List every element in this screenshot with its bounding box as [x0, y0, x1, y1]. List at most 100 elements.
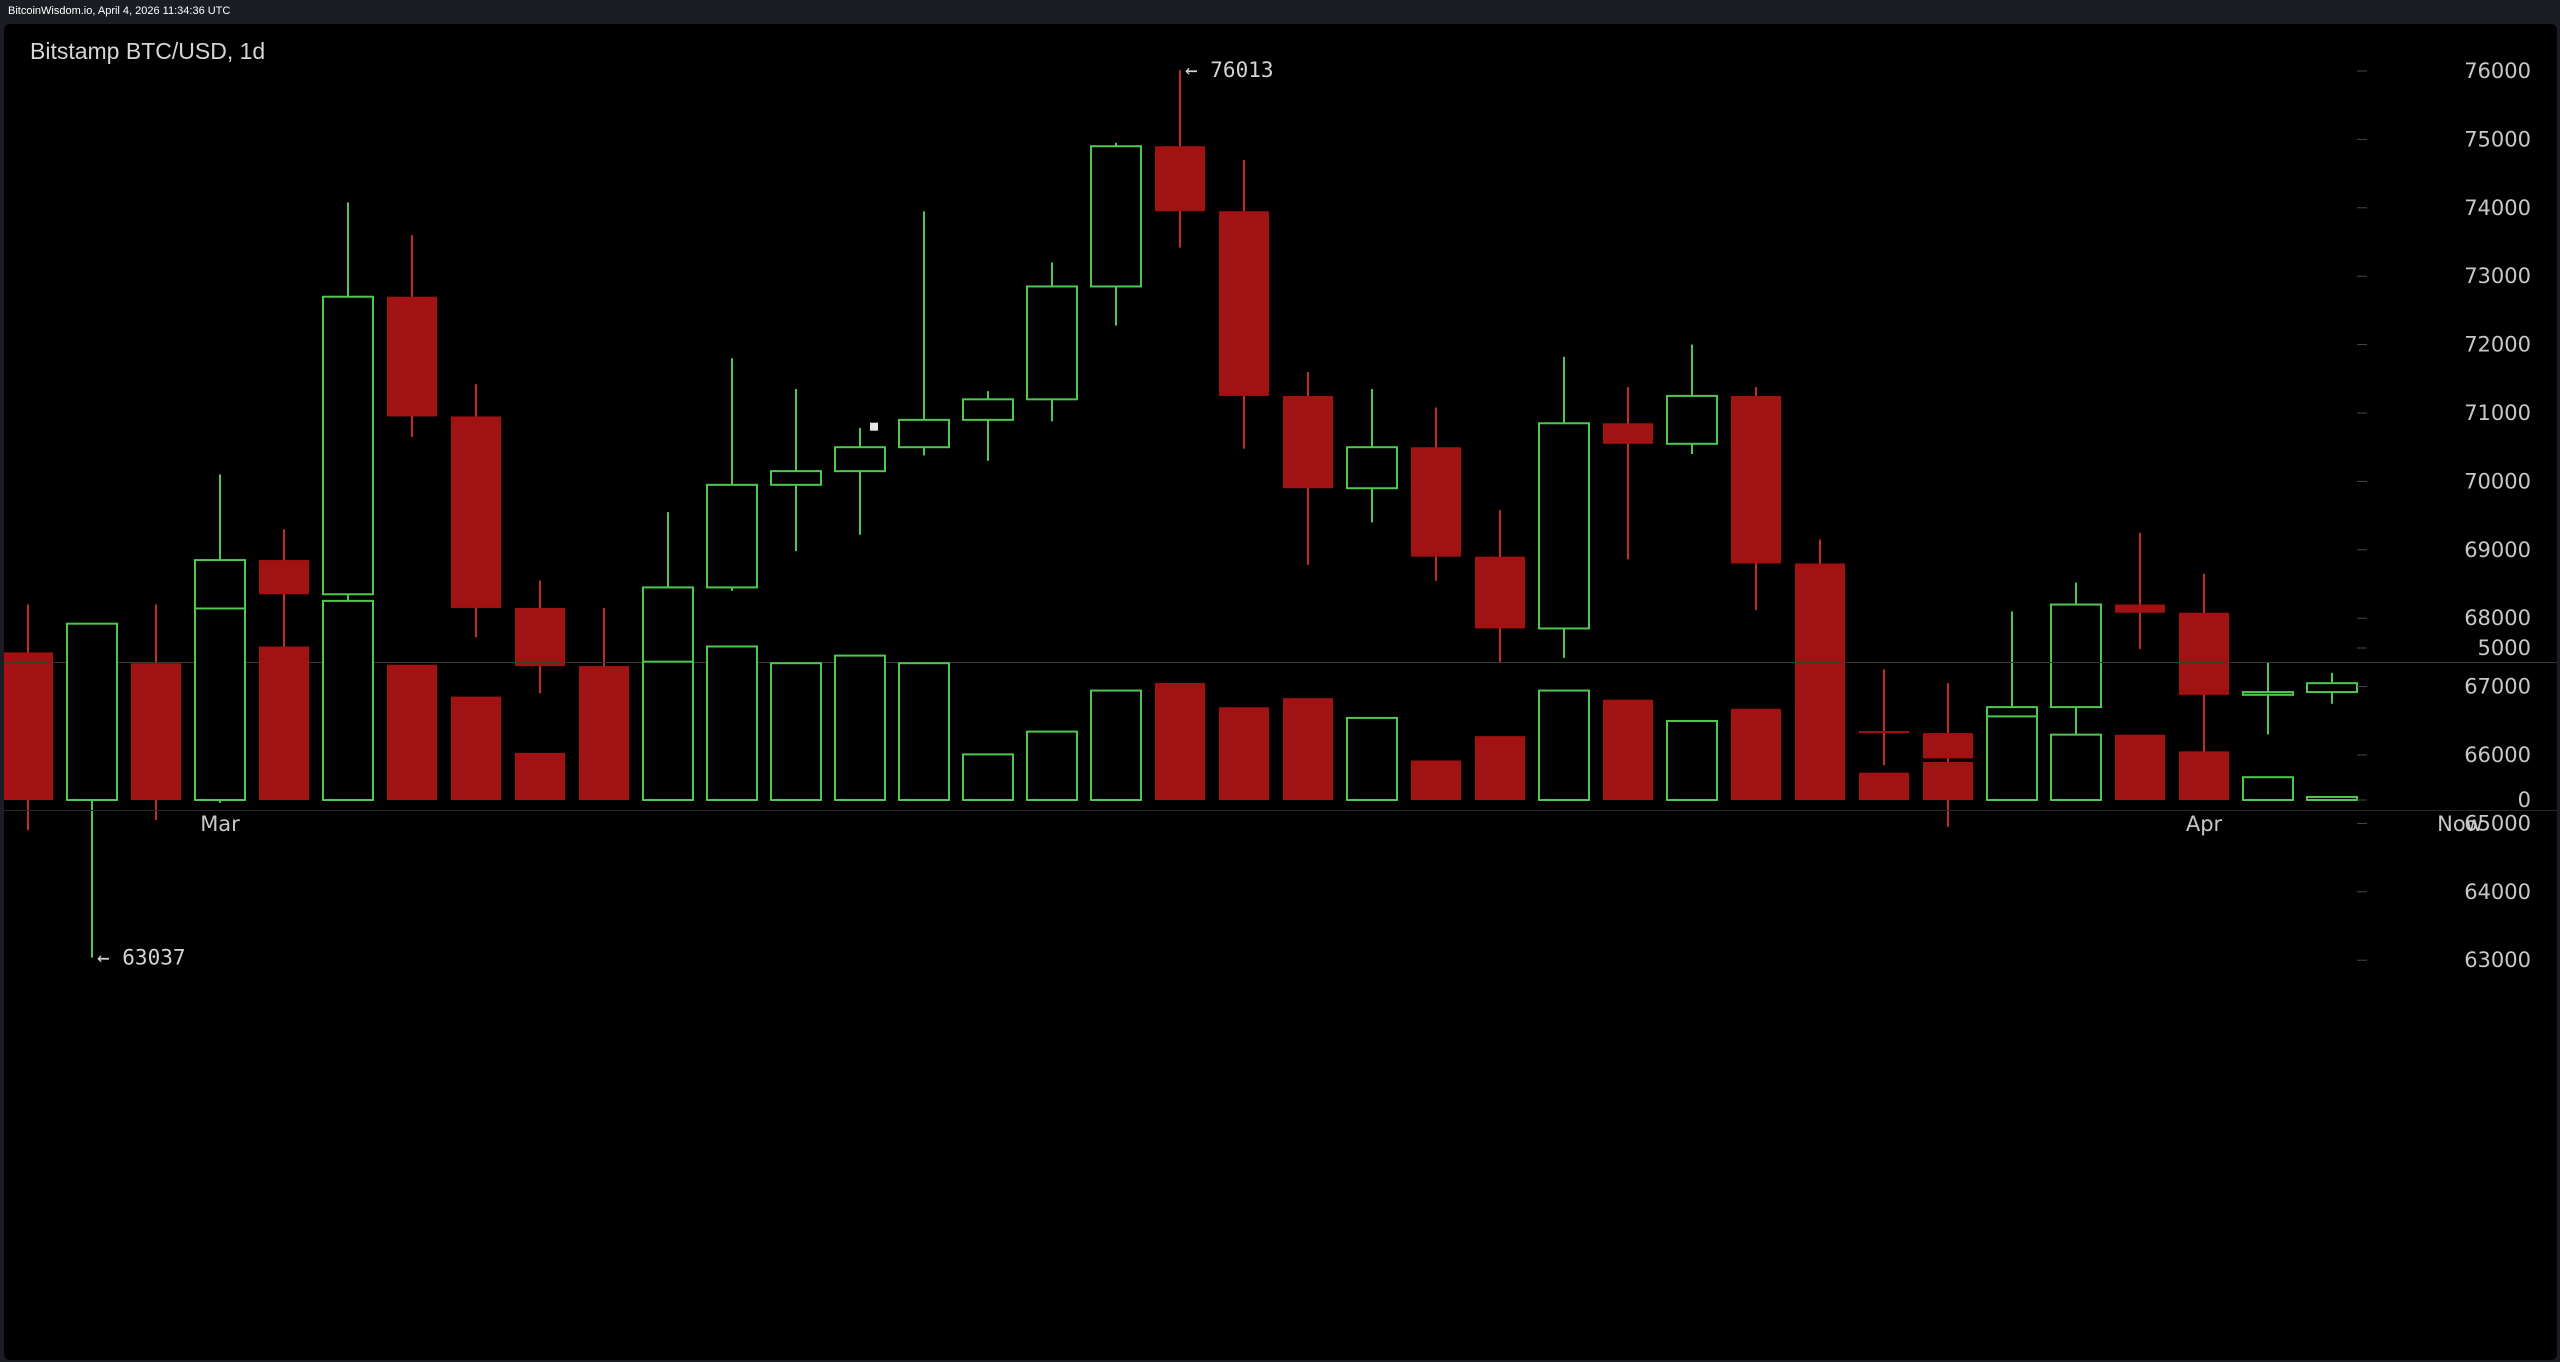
volume-bar-up [706, 645, 758, 801]
candle-body-up [1538, 422, 1590, 630]
y-tick-label: 63000 [2464, 948, 2531, 972]
y-tick-label: 75000 [2464, 127, 2531, 151]
x-tick-label: Mar [200, 812, 240, 836]
candle [1666, 344, 1718, 455]
candle [1283, 371, 1333, 565]
y-tick-label: 74000 [2464, 196, 2531, 220]
volume-bar-down [1155, 682, 1205, 800]
candle-body-down [1795, 563, 1845, 732]
extreme-annotation: ← 63037 [97, 946, 186, 970]
candle [1219, 159, 1269, 449]
x-tick-label: Now [2437, 812, 2483, 836]
pane-divider [4, 662, 2557, 811]
candle-body-up [1026, 285, 1078, 401]
y-tick-label: 69000 [2464, 538, 2531, 562]
y-tick-label: 64000 [2464, 880, 2531, 904]
volume-bar-up [898, 662, 950, 802]
candle-body-up [322, 295, 374, 596]
candle-body-down [1475, 556, 1525, 629]
candle-body-up [1090, 145, 1142, 288]
volume-bar-down [579, 716, 629, 800]
candle [2050, 582, 2102, 762]
y-tick-label: 66000 [2464, 743, 2531, 767]
candle-body-down [259, 560, 309, 595]
volume-bar-down [2115, 734, 2165, 800]
candle [1026, 262, 1078, 422]
volume-bar-up [1346, 716, 1398, 801]
volume-bar-down [1603, 699, 1653, 800]
candle-body-up [1346, 446, 1398, 490]
candle [1603, 387, 1653, 560]
volume-bar-down [387, 664, 437, 800]
chart-title: Bitstamp BTC/USD, 1d [30, 38, 266, 64]
volume-bar-down [4, 679, 53, 800]
x-tick-label: Apr [2186, 812, 2223, 836]
axes: 63000 64000 65000 66000 67000 68000 69000 70000… [200, 59, 2531, 972]
candle [387, 235, 437, 437]
volume-bar-up [770, 662, 822, 802]
candle-body-down [2115, 604, 2165, 613]
volume-area [4, 599, 2358, 802]
volume-bar-down [1219, 707, 1269, 800]
cursor-marker [870, 422, 878, 431]
y-tick-label: 67000 [2464, 675, 2531, 699]
volume-bar-up [1986, 715, 2038, 802]
candle-body-down [1155, 146, 1205, 212]
volume-bar-down [259, 646, 309, 800]
volume-tick-label: 0 [2518, 788, 2531, 812]
volume-bar-down [131, 663, 181, 800]
y-tick-label: 73000 [2464, 264, 2531, 288]
candlestick-chart[interactable]: 63000 64000 65000 66000 67000 68000 69000 70000… [4, 24, 2557, 1360]
y-tick-label: 68000 [2464, 606, 2531, 630]
candle [1859, 669, 1909, 766]
volume-bar-up [1026, 730, 1078, 801]
candle [451, 384, 501, 638]
volume-bar-down [515, 752, 565, 800]
candle [2115, 532, 2165, 649]
volume-bar-up [194, 607, 246, 801]
candle-body-down [1731, 395, 1781, 564]
volume-bar-up [2050, 733, 2102, 802]
volume-bar-up [1666, 719, 1718, 802]
candle [834, 428, 886, 535]
candle-body-down [1859, 731, 1909, 734]
volume-bar-up [2242, 776, 2294, 802]
chart-panel: 63000 64000 65000 66000 67000 68000 69000 70000… [4, 24, 2557, 1360]
candle [1923, 683, 1973, 827]
candle-body-down [1283, 395, 1333, 489]
volume-bar-down [1795, 708, 1845, 800]
volume-tick-label: 5000 [2478, 636, 2531, 660]
y-tick-label: 72000 [2464, 333, 2531, 357]
volume-bar-up [834, 654, 886, 801]
y-tick-label: 70000 [2464, 469, 2531, 493]
candle [770, 389, 822, 552]
extreme-annotation: ← 76013 [1185, 58, 1274, 82]
y-tick-label: 76000 [2464, 59, 2531, 83]
candle-body-down [1923, 733, 1973, 759]
candle-body-up [2050, 603, 2102, 709]
candle [1155, 70, 1205, 248]
candle [2306, 672, 2358, 704]
volume-bar-down [1475, 736, 1525, 800]
volume-bar-up [642, 660, 694, 801]
volume-bar-down [1923, 762, 1973, 800]
y-tick-label: 65000 [2464, 811, 2531, 835]
volume-bar-down [1283, 698, 1333, 800]
candle [1090, 142, 1142, 326]
volume-bar-up [322, 599, 374, 801]
volume-bar-down [2179, 751, 2229, 800]
candle [1346, 389, 1398, 523]
candle-body-down [451, 416, 501, 608]
candle-body-down [387, 296, 437, 417]
candle-body-down [1411, 447, 1461, 557]
volume-bar-down [451, 696, 501, 800]
candle [322, 202, 374, 660]
candle [515, 580, 565, 694]
volume-bar-down [1731, 708, 1781, 800]
candle-body-up [834, 446, 886, 473]
volume-bar-up [962, 753, 1014, 802]
candle [1538, 356, 1590, 658]
candle-body-up [1666, 394, 1718, 445]
volume-bar-down [1859, 772, 1909, 800]
candle [1731, 387, 1781, 610]
